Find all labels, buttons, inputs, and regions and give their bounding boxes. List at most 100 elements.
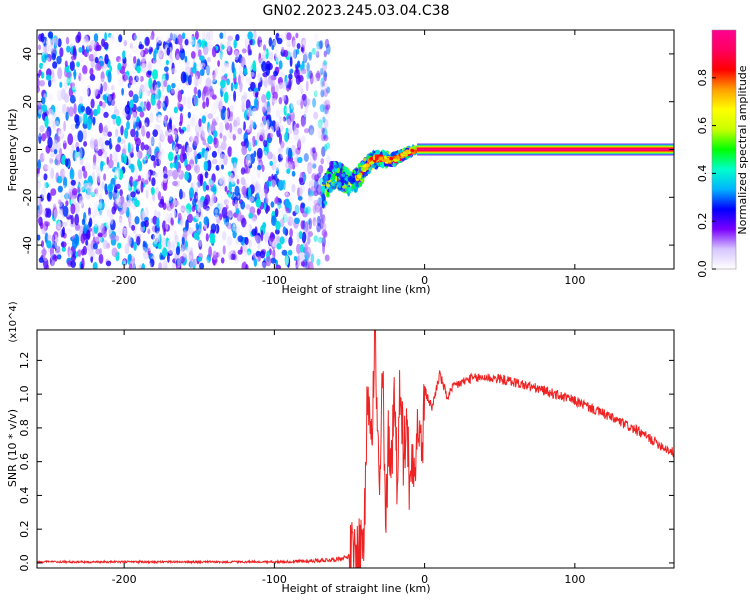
heat-cell: [264, 188, 268, 200]
heat-cell: [208, 246, 213, 258]
heat-cell: [304, 102, 310, 109]
heat-cell: [234, 200, 239, 210]
heat-cell: [184, 39, 189, 46]
heat-cell: [322, 253, 326, 264]
heat-cell: [205, 208, 211, 218]
heat-cell: [77, 31, 82, 42]
heat-cell: [58, 208, 64, 215]
heat-cell: [84, 216, 88, 226]
heat-cell: [157, 35, 162, 44]
heat-cell: [106, 209, 112, 218]
heat-cell: [220, 257, 225, 264]
heat-cell: [116, 161, 120, 173]
heat-cell: [162, 228, 166, 236]
heat-cell: [167, 240, 171, 251]
heat-cell: [281, 249, 288, 256]
heat-cell: [169, 32, 173, 41]
heat-cell: [270, 257, 277, 264]
heat-cell: [315, 238, 322, 245]
heat-cell: [205, 97, 210, 108]
heat-cell: [181, 236, 185, 245]
heat-cell: [235, 67, 239, 78]
heat-cell: [119, 138, 126, 145]
heat-cell: [288, 78, 292, 91]
heat-cell: [184, 55, 188, 63]
heat-cell: [282, 116, 287, 122]
heat-cell: [88, 249, 94, 258]
heat-cell: [170, 240, 176, 252]
heat-cell: [250, 71, 255, 77]
heat-cell: [291, 183, 296, 193]
heat-cell: [225, 62, 229, 69]
heat-cell: [207, 229, 211, 235]
heat-cell: [70, 260, 76, 268]
heat-cell: [261, 262, 267, 269]
heat-cell: [231, 61, 235, 74]
heat-cell: [305, 241, 309, 252]
heat-cell: [193, 135, 199, 147]
heat-cell: [95, 82, 101, 91]
heat-cell: [128, 154, 132, 166]
carrier-band: [417, 148, 674, 151]
heat-cell: [301, 231, 307, 244]
heat-cell: [38, 203, 43, 215]
heat-cell: [358, 181, 362, 186]
snr-y-axis-label: SNR (10 * v/v): [6, 409, 19, 487]
heat-cell: [170, 114, 175, 121]
heat-cell: [246, 127, 250, 133]
heat-cell: [262, 106, 266, 114]
heat-cell: [95, 185, 99, 194]
heat-cell: [96, 156, 102, 163]
heat-cell: [228, 181, 232, 193]
heat-cell: [51, 259, 56, 269]
heat-cell: [167, 252, 170, 263]
heat-cell: [72, 188, 78, 196]
heat-cell: [306, 246, 312, 258]
heat-cell: [321, 127, 325, 134]
heat-cell: [240, 200, 246, 210]
heat-cell: [69, 94, 76, 104]
heat-cell: [132, 262, 136, 269]
heat-cell: [187, 254, 192, 262]
heat-cell: [140, 141, 145, 151]
heat-cell: [178, 121, 183, 127]
heat-cell: [167, 232, 173, 240]
heat-cell: [161, 237, 167, 249]
heat-cell: [122, 74, 128, 81]
heat-cell: [190, 91, 195, 99]
heat-cell: [82, 73, 88, 79]
heat-cell: [46, 165, 51, 171]
heat-cell: [309, 128, 314, 138]
heat-cell: [81, 165, 86, 172]
heat-cell: [39, 125, 45, 133]
heat-cell: [375, 149, 380, 156]
heat-cell: [226, 199, 232, 208]
heat-cell: [205, 32, 211, 41]
heat-cell: [41, 64, 47, 74]
heat-cell: [261, 94, 267, 103]
heat-cell: [117, 62, 122, 71]
heat-cell: [260, 187, 265, 193]
heat-cell: [279, 236, 285, 245]
heat-cell: [246, 248, 252, 256]
heat-cell: [186, 144, 190, 157]
colorbar-tick-label: 0.6: [696, 117, 709, 135]
heat-cell: [111, 114, 117, 120]
heat-cell: [144, 81, 149, 93]
heat-cell: [289, 56, 293, 67]
heat-cell: [267, 176, 272, 183]
heat-cell: [345, 181, 349, 185]
heat-cell: [191, 205, 196, 212]
y-tick-label: -40: [21, 236, 34, 254]
heat-cell: [263, 139, 268, 148]
heat-cell: [319, 81, 326, 91]
heat-cell: [320, 218, 325, 227]
heat-cell: [287, 216, 294, 227]
heat-cell: [151, 141, 157, 150]
heat-cell: [142, 157, 147, 165]
heat-cell: [149, 46, 154, 53]
heat-cell: [295, 65, 299, 74]
heat-cell: [82, 57, 88, 67]
heat-cell: [71, 78, 78, 91]
heat-cell: [55, 154, 61, 166]
